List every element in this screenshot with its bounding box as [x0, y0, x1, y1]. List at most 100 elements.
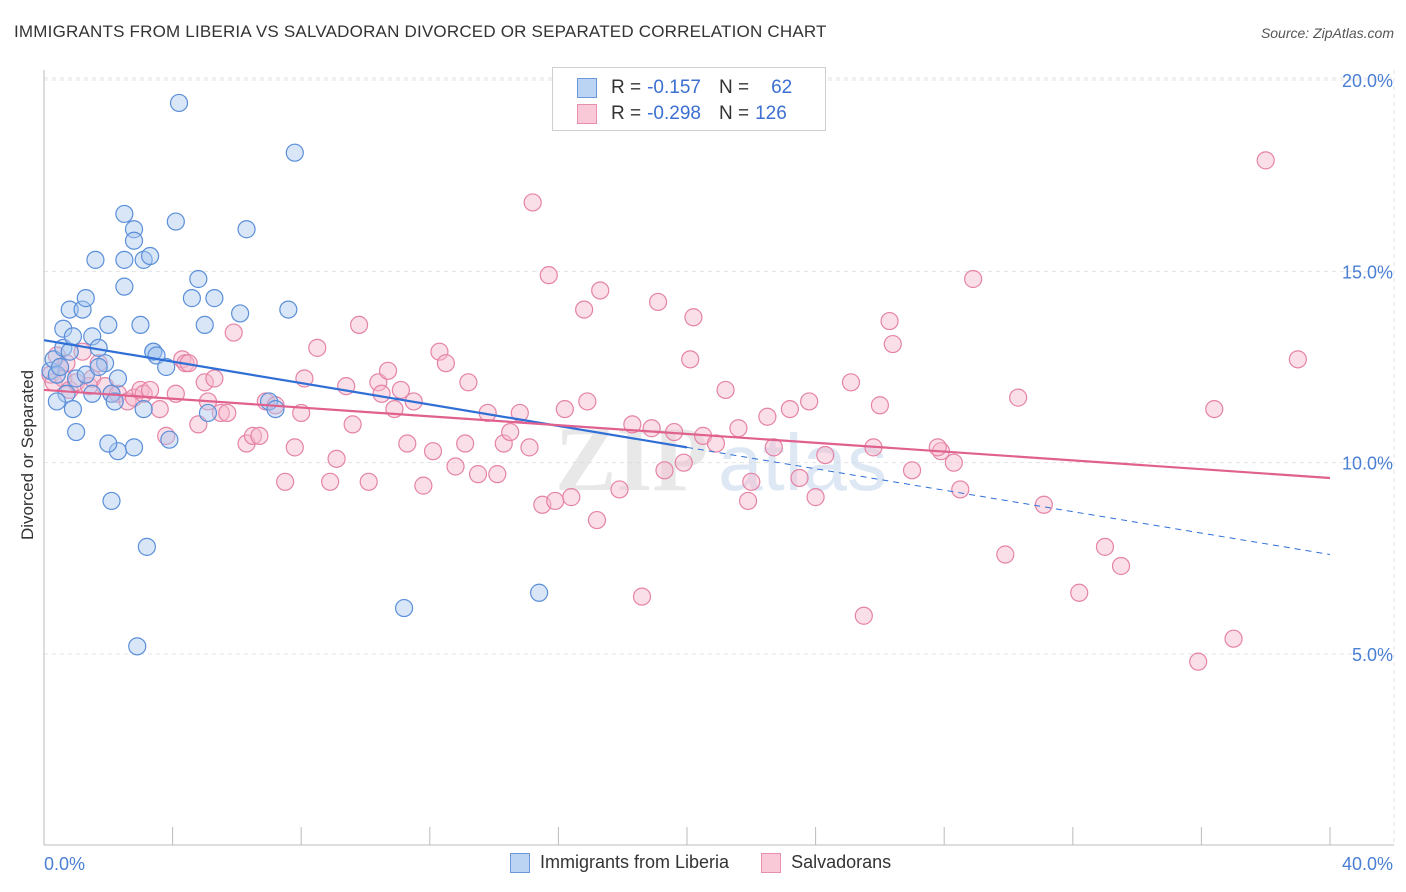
liberia-point — [157, 357, 176, 377]
salvadorans-point — [285, 438, 304, 457]
salvadorans-point — [806, 488, 825, 507]
salvadorans-point — [359, 472, 378, 491]
salvadorans-point — [1070, 583, 1089, 602]
legend-item-salvadorans[interactable]: Salvadorans — [761, 852, 891, 873]
salvadorans-point — [562, 488, 581, 507]
liberia-point — [182, 289, 201, 308]
salvadorans-point — [1095, 537, 1115, 556]
salvadorans-point — [632, 587, 652, 606]
liberia-point — [83, 327, 102, 346]
salvadorans-point — [423, 442, 443, 461]
liberia-point — [102, 491, 121, 511]
salvadorans-point — [738, 491, 758, 511]
salvadorans-point — [205, 369, 224, 388]
salvadorans-point — [456, 434, 475, 453]
n-value: 62 — [771, 77, 793, 98]
liberia-legend-swatch — [510, 852, 530, 873]
salvadorans-point — [459, 373, 478, 392]
legend-label: Immigrants from Liberia — [540, 852, 730, 872]
liberia-point — [166, 212, 185, 231]
salvadorans-point — [729, 419, 748, 438]
liberia-point — [137, 537, 156, 556]
chart-title: IMMIGRANTS FROM LIBERIA VS SALVADORAN DI… — [14, 22, 827, 41]
salvadorans-point — [523, 193, 542, 212]
liberia-trend-line — [43, 339, 688, 449]
liberia-point — [63, 399, 83, 419]
y-tick-label: 20.0% — [1342, 71, 1393, 91]
r-value: -0.157 — [647, 77, 701, 98]
y-tick-label: 15.0% — [1342, 262, 1393, 282]
liberia-point — [231, 304, 250, 323]
salvadorans-point — [674, 453, 693, 472]
liberia-point — [60, 342, 79, 361]
legend-label: Salvadorans — [791, 852, 892, 872]
trend-lines — [43, 339, 1331, 555]
salvadorans-point — [575, 300, 594, 319]
salvadorans-point — [928, 438, 947, 457]
salvadorans-point — [372, 384, 391, 403]
liberia-point — [189, 269, 208, 289]
salvadorans-point — [578, 392, 597, 411]
salvadorans-point — [195, 373, 214, 392]
salvadorans-point — [716, 380, 735, 400]
salvadorans-point — [800, 392, 819, 411]
salvadorans-point — [243, 426, 263, 445]
salvadorans-point — [964, 269, 983, 289]
legend-row-salvadorans: R = -0.298 N = 126 — [577, 102, 787, 126]
liberia-point — [105, 392, 124, 411]
y-tick-label: 5.0% — [1352, 645, 1393, 665]
legend-item-liberia[interactable]: Immigrants from Liberia — [510, 852, 729, 873]
liberia-point — [86, 250, 105, 269]
stats-legend: R = -0.157 N = 62 R = -0.298 N = 126 — [552, 67, 826, 131]
salvadorans-point — [591, 281, 610, 300]
axes — [43, 70, 1394, 846]
liberia-point — [131, 315, 150, 335]
salvadorans-point — [742, 472, 761, 491]
salvadorans-point — [539, 266, 558, 285]
salvadorans-point — [555, 399, 574, 419]
salvadorans-point — [790, 468, 809, 488]
salvadorans-swatch — [577, 104, 597, 124]
salvadorans-point — [140, 380, 160, 400]
salvadorans-point — [854, 606, 873, 625]
salvadorans-point — [1034, 495, 1053, 514]
salvadorans-point — [655, 461, 674, 480]
liberia-point — [160, 430, 179, 449]
liberia-point — [128, 637, 147, 656]
liberia-point — [57, 384, 76, 403]
salvadorans-point — [546, 491, 565, 511]
liberia-point — [530, 583, 549, 602]
liberia-point — [108, 369, 128, 388]
salvadorans-point — [1256, 151, 1275, 170]
salvadorans-point — [870, 396, 890, 415]
salvadorans-point — [706, 434, 726, 453]
liberia-point — [60, 300, 79, 319]
salvadorans-point — [349, 315, 369, 335]
liberia-point — [73, 300, 92, 319]
salvadorans-point — [378, 361, 398, 380]
liberia-point — [115, 277, 134, 296]
salvadorans-point — [224, 323, 243, 342]
legend-row-liberia: R = -0.157 N = 62 — [577, 76, 792, 100]
salvadorans-point — [510, 403, 529, 423]
salvadorans-point — [587, 510, 607, 530]
salvadorans-point — [642, 419, 661, 438]
salvadorans-point — [488, 465, 507, 484]
salvadorans-point — [321, 472, 340, 491]
salvadorans-point — [398, 434, 417, 453]
salvadorans-point — [211, 403, 230, 423]
salvadorans-point — [1009, 388, 1028, 407]
r-label: R = — [611, 103, 642, 124]
liberia-point — [195, 315, 214, 335]
liberia-point — [63, 327, 83, 346]
liberia-point — [54, 319, 73, 338]
r-label: R = — [611, 77, 642, 98]
liberia-point — [115, 204, 134, 224]
liberia-point — [205, 289, 224, 308]
y-tick-label: 10.0% — [1342, 454, 1393, 474]
salvadorans-point — [308, 338, 327, 357]
liberia-point — [124, 231, 144, 250]
liberia-point — [169, 93, 189, 113]
salvadorans-point — [276, 472, 295, 491]
